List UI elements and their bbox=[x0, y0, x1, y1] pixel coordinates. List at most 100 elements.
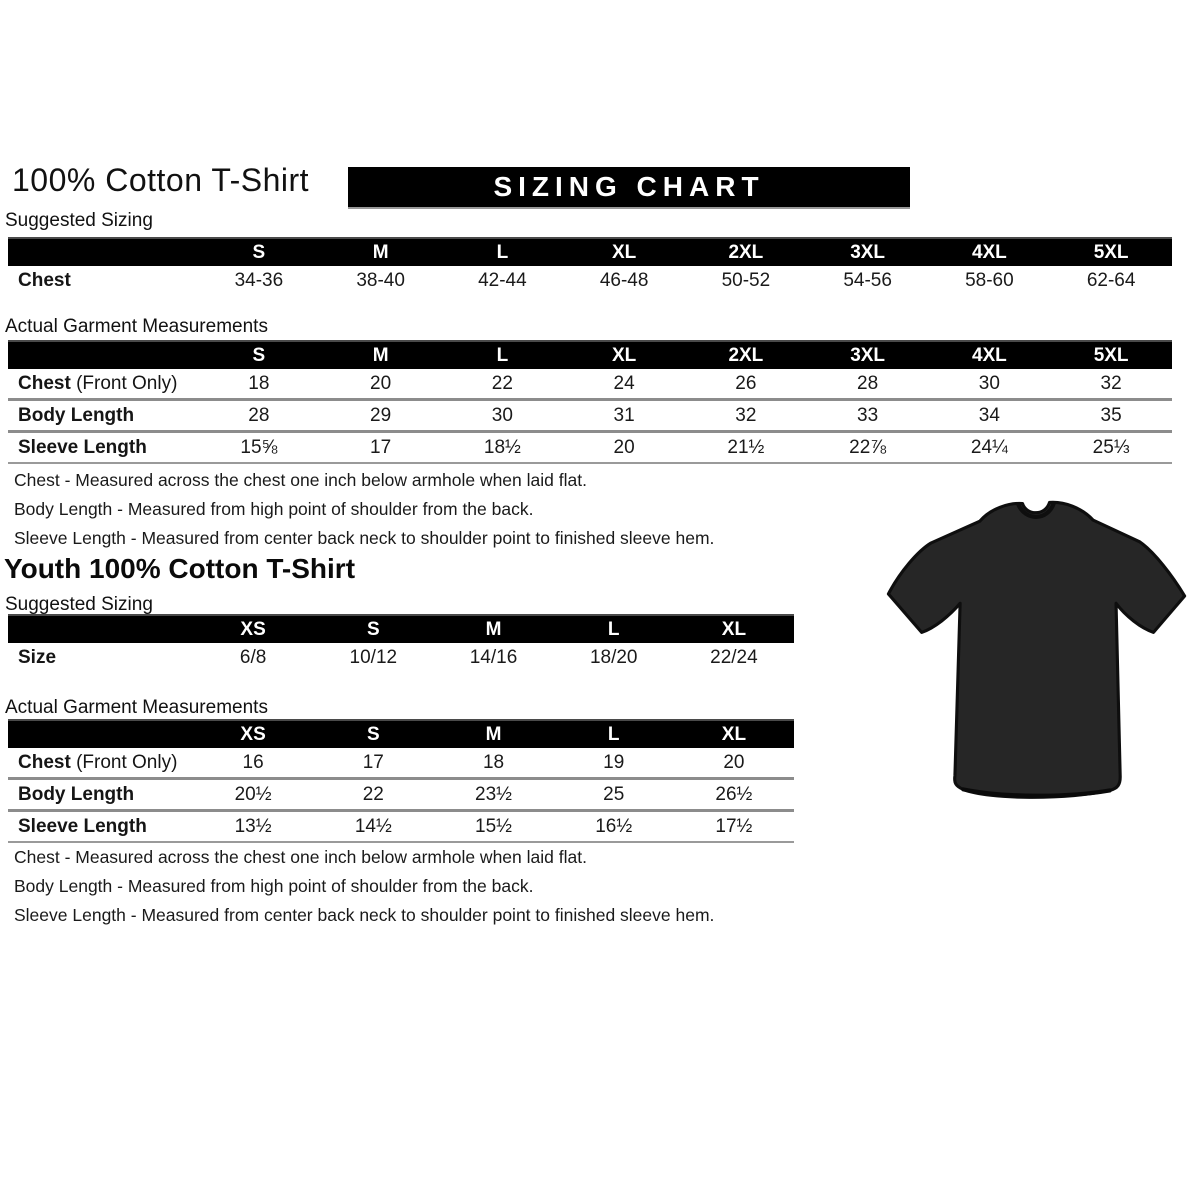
table-cell: 17½ bbox=[715, 815, 753, 837]
table-cell: 38-40 bbox=[356, 269, 405, 291]
column-header: XS bbox=[240, 618, 266, 640]
table-header-row: XS S M L XL bbox=[8, 721, 794, 748]
table-cell: 19 bbox=[603, 751, 625, 773]
table-cell: 46-48 bbox=[599, 269, 649, 291]
row-label: Body Length bbox=[18, 783, 135, 805]
youth-suggested-sizing-table: XS S M L XL Size 6/8 10/12 14/16 18/20 2… bbox=[8, 614, 794, 672]
table-cell: 30 bbox=[491, 404, 513, 426]
column-header: 3XL bbox=[850, 344, 886, 366]
table-cell: 20 bbox=[370, 372, 392, 394]
column-header: M bbox=[485, 618, 502, 640]
sizing-chart-banner: SIZING CHART bbox=[348, 167, 910, 207]
row-label: Sleeve Length bbox=[18, 436, 147, 458]
table-row: Body Length 20½ 22 23½ 25 26½ bbox=[8, 777, 794, 809]
table-cell: 13½ bbox=[234, 815, 272, 837]
table-cell: 14½ bbox=[354, 815, 392, 837]
note-chest: Chest - Measured across the chest one in… bbox=[14, 847, 587, 867]
table-cell: 24 bbox=[613, 372, 635, 394]
table-cell: 14/16 bbox=[469, 646, 518, 668]
table-row: Sleeve Length 13½ 14½ 15½ 16½ 17½ bbox=[8, 809, 794, 841]
table-cell: 18½ bbox=[483, 436, 521, 458]
table-cell: 58-60 bbox=[965, 269, 1014, 291]
table-cell: 62-64 bbox=[1086, 269, 1136, 291]
adult-actual-measurements-table: S M L XL 2XL 3XL 4XL 5XL Chest (Front On… bbox=[8, 340, 1172, 464]
youth-section-title: Youth 100% Cotton T-Shirt bbox=[4, 553, 356, 584]
row-label: Chest (Front Only) bbox=[8, 373, 198, 395]
column-header: L bbox=[607, 723, 620, 745]
table-cell: 28 bbox=[248, 404, 270, 426]
table-cell: 31 bbox=[613, 404, 635, 426]
column-header: XL bbox=[721, 723, 747, 745]
table-row: Chest (Front Only) 18 20 22 24 26 28 30 … bbox=[8, 369, 1172, 398]
column-header: 4XL bbox=[971, 241, 1007, 263]
table-cell: 23½ bbox=[475, 783, 512, 805]
table-cell: 25 bbox=[603, 783, 625, 805]
table-row: Size 6/8 10/12 14/16 18/20 22/24 bbox=[8, 643, 794, 672]
column-header: 2XL bbox=[728, 241, 764, 263]
table-cell: 15⅝ bbox=[240, 436, 278, 458]
column-header: 3XL bbox=[850, 241, 886, 263]
youth-measurement-notes: Chest - Measured across the chest one in… bbox=[14, 843, 714, 930]
table-cell: 25⅓ bbox=[1092, 436, 1130, 458]
adult-suggested-sizing-table: S M L XL 2XL 3XL 4XL 5XL Chest 34-36 38-… bbox=[8, 237, 1172, 295]
row-label-suffix: (Front Only) bbox=[70, 751, 178, 773]
row-label-text: Chest bbox=[18, 372, 71, 394]
column-header: S bbox=[252, 241, 266, 263]
table-row: Chest (Front Only) 16 17 18 19 20 bbox=[8, 748, 794, 777]
column-header: S bbox=[366, 723, 380, 745]
column-header: XL bbox=[611, 344, 637, 366]
table-cell: 22 bbox=[362, 783, 384, 805]
column-header: 4XL bbox=[971, 344, 1007, 366]
table-cell: 29 bbox=[370, 404, 392, 426]
table-cell: 17 bbox=[362, 751, 384, 773]
table-cell: 30 bbox=[978, 372, 1000, 394]
table-cell: 54-56 bbox=[843, 269, 892, 291]
row-label-suffix: (Front Only) bbox=[70, 372, 178, 394]
adult-suggested-sizing-label: Suggested Sizing bbox=[5, 210, 153, 231]
adult-measurement-notes: Chest - Measured across the chest one in… bbox=[14, 466, 714, 553]
table-cell: 20 bbox=[723, 751, 745, 773]
row-label: Chest (Front Only) bbox=[8, 752, 193, 774]
table-cell: 18 bbox=[482, 751, 505, 773]
table-cell: 10/12 bbox=[349, 646, 398, 668]
note-sleeve-length: Sleeve Length - Measured from center bac… bbox=[14, 905, 715, 925]
column-header: 2XL bbox=[728, 344, 764, 366]
column-header: M bbox=[372, 241, 389, 263]
table-cell: 21½ bbox=[727, 436, 765, 458]
table-cell: 18 bbox=[248, 372, 270, 394]
adult-actual-measurements-label: Actual Garment Measurements bbox=[5, 316, 268, 337]
table-cell: 26 bbox=[735, 372, 757, 394]
table-row: Chest 34-36 38-40 42-44 46-48 50-52 54-5… bbox=[8, 266, 1172, 295]
table-header-row: S M L XL 2XL 3XL 4XL 5XL bbox=[8, 239, 1172, 266]
note-sleeve-length: Sleeve Length - Measured from center bac… bbox=[14, 528, 715, 548]
table-cell: 17 bbox=[370, 436, 392, 458]
table-cell: 28 bbox=[857, 372, 879, 394]
table-cell: 16 bbox=[242, 751, 264, 773]
column-header: 5XL bbox=[1093, 241, 1129, 263]
column-header: XL bbox=[721, 618, 747, 640]
table-cell: 20½ bbox=[234, 783, 272, 805]
page-title: 100% Cotton T-Shirt bbox=[12, 162, 310, 198]
column-header: M bbox=[485, 723, 502, 745]
table-header-row: S M L XL 2XL 3XL 4XL 5XL bbox=[8, 342, 1172, 369]
black-tshirt-image bbox=[880, 490, 1192, 806]
table-cell: 26½ bbox=[715, 783, 753, 805]
note-body-length: Body Length - Measured from high point o… bbox=[14, 876, 534, 896]
column-header: 5XL bbox=[1093, 344, 1129, 366]
row-label-text: Chest bbox=[18, 751, 71, 773]
table-cell: 32 bbox=[735, 404, 757, 426]
table-cell: 22 bbox=[491, 372, 513, 394]
column-header: S bbox=[252, 344, 266, 366]
column-header: L bbox=[607, 618, 620, 640]
table-cell: 20 bbox=[613, 436, 635, 458]
table-row: Body Length 28 29 30 31 32 33 34 35 bbox=[8, 398, 1172, 430]
table-row: Sleeve Length 15⅝ 17 18½ 20 21½ 22⅞ 24¼ … bbox=[8, 430, 1172, 462]
table-cell: 33 bbox=[857, 404, 879, 426]
table-cell: 6/8 bbox=[239, 646, 267, 668]
table-cell: 15½ bbox=[475, 815, 512, 837]
row-label: Body Length bbox=[18, 404, 135, 426]
youth-suggested-sizing-label: Suggested Sizing bbox=[5, 594, 153, 615]
column-header: M bbox=[372, 344, 389, 366]
row-label: Size bbox=[18, 646, 57, 668]
